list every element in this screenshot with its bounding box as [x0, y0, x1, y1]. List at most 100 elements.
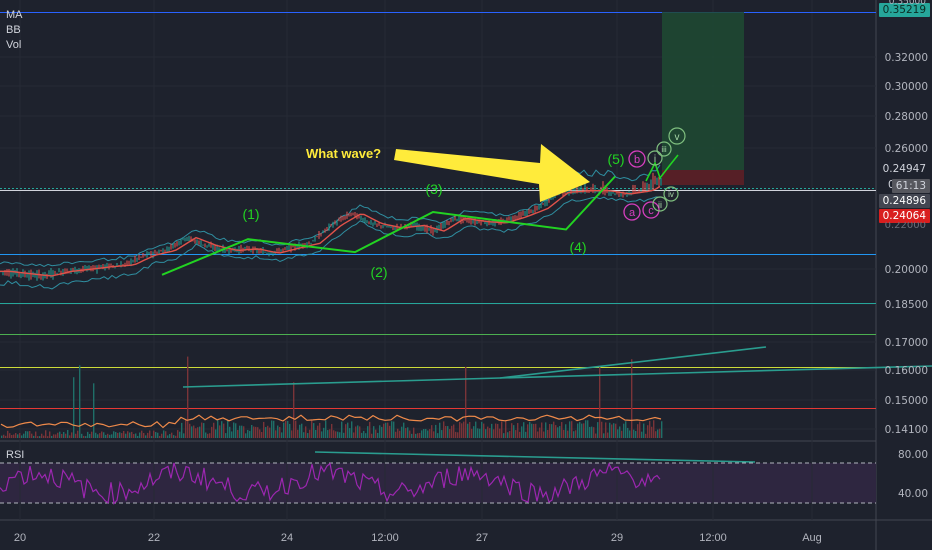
wave-label-5: (5) — [607, 151, 624, 167]
indicator-bb[interactable]: BB — [6, 24, 21, 36]
volume-bar — [501, 421, 503, 438]
indicator-vol[interactable]: Vol — [6, 39, 22, 51]
volume-bar — [107, 433, 109, 438]
volume-bar — [215, 429, 217, 438]
rsi-trendline[interactable] — [314, 451, 756, 463]
indicator-ma[interactable]: MA — [6, 9, 23, 21]
price-pane[interactable] — [0, 0, 876, 440]
volume-trendline-2[interactable] — [499, 346, 767, 379]
price-tag-faded: 0.22000 — [884, 222, 926, 230]
volume-bar — [585, 420, 587, 438]
svg-text:b: b — [634, 154, 640, 166]
volume-bar — [547, 430, 549, 438]
time-tick-label: 20 — [14, 532, 26, 544]
long-position-stop-zone[interactable] — [662, 170, 744, 185]
volume-bar — [159, 435, 161, 438]
volume-bar — [377, 432, 379, 438]
volume-bar — [659, 428, 661, 438]
volume-bar — [73, 377, 75, 438]
long-position-target-zone[interactable] — [662, 12, 744, 170]
elliott-wave-line[interactable] — [161, 175, 616, 276]
volume-bar — [357, 425, 359, 438]
time-axis[interactable]: 20 22 24 12:00 27 29 12:00 Aug — [14, 532, 822, 544]
volume-bar — [251, 424, 253, 438]
volume-bar — [425, 428, 427, 438]
volume-bar — [65, 433, 67, 438]
price-axis[interactable]: 0.32000 0.30000 0.28000 0.26000 0.20000 0.185… — [885, 52, 928, 436]
volume-bar — [439, 422, 441, 438]
volume-bar — [503, 433, 505, 438]
volume-bar — [579, 422, 581, 438]
volume-bar — [3, 434, 5, 438]
volume-bar — [337, 431, 339, 438]
volume-bar — [277, 425, 279, 438]
volume-bar — [571, 421, 573, 438]
volume-bars — [1, 356, 663, 438]
volume-bar — [241, 425, 243, 438]
volume-trendline-3[interactable] — [499, 365, 932, 379]
time-tick-label: 27 — [476, 532, 488, 544]
price-tick-label: 0.14100 — [885, 424, 928, 436]
volume-bar — [161, 433, 163, 438]
volume-bar — [635, 430, 637, 438]
price-tick-label: 0.28000 — [885, 111, 928, 123]
volume-bar — [341, 421, 343, 438]
volume-bar — [51, 435, 53, 438]
volume-bar — [123, 430, 125, 438]
volume-bar — [121, 433, 123, 438]
volume-bar — [573, 431, 575, 438]
volume-bar — [193, 425, 195, 438]
time-tick-label: 22 — [148, 532, 160, 544]
volume-bar — [29, 431, 31, 438]
volume-bar — [311, 420, 313, 438]
volume-bar — [551, 424, 553, 438]
volume-bar — [553, 421, 555, 438]
volume-bar — [61, 433, 63, 438]
volume-bar — [389, 425, 391, 438]
annotation-arrow[interactable] — [394, 144, 590, 202]
rsi-axis[interactable]: 80.00 40.00 — [898, 449, 928, 500]
volume-bar — [477, 428, 479, 438]
volume-bar — [593, 427, 595, 438]
volume-bar — [93, 383, 95, 438]
volume-bar — [453, 424, 455, 438]
volume-bar — [69, 435, 71, 438]
volume-trendline-1[interactable] — [182, 377, 501, 388]
volume-bar — [315, 429, 317, 438]
volume-bar — [319, 422, 321, 438]
volume-bar — [469, 422, 471, 438]
volume-bar — [97, 434, 99, 438]
volume-bar — [187, 356, 189, 438]
volume-bar — [165, 431, 167, 438]
volume-bar — [185, 420, 187, 438]
volume-bar — [361, 432, 363, 438]
rsi-tick-label: 80.00 — [898, 449, 928, 461]
volume-bar — [461, 423, 463, 438]
volume-bar — [81, 433, 83, 438]
volume-bar — [131, 431, 133, 438]
volume-bar — [31, 433, 33, 438]
volume-bar — [529, 421, 531, 438]
volume-bar — [409, 430, 411, 438]
volume-bar — [39, 436, 41, 438]
volume-bar — [307, 433, 309, 438]
subwave-line[interactable] — [645, 154, 679, 182]
volume-bar — [289, 423, 291, 438]
volume-bar — [423, 429, 425, 438]
rsi-indicator-label[interactable]: RSI — [6, 449, 25, 461]
volume-bar — [489, 428, 491, 438]
price-tag-stop: 0.24064 — [878, 209, 930, 223]
wave-label-1: (1) — [242, 206, 259, 222]
volume-bar — [317, 425, 319, 438]
bollinger-upper — [0, 164, 661, 267]
volume-bar — [221, 421, 223, 438]
volume-bar — [605, 422, 607, 438]
volume-bar — [515, 430, 517, 438]
time-tick-label: 12:00 — [699, 532, 727, 544]
volume-bar — [567, 430, 569, 438]
volume-bar — [203, 423, 205, 438]
volume-bar — [543, 431, 545, 438]
volume-bar — [309, 429, 311, 438]
volume-bar — [563, 429, 565, 438]
